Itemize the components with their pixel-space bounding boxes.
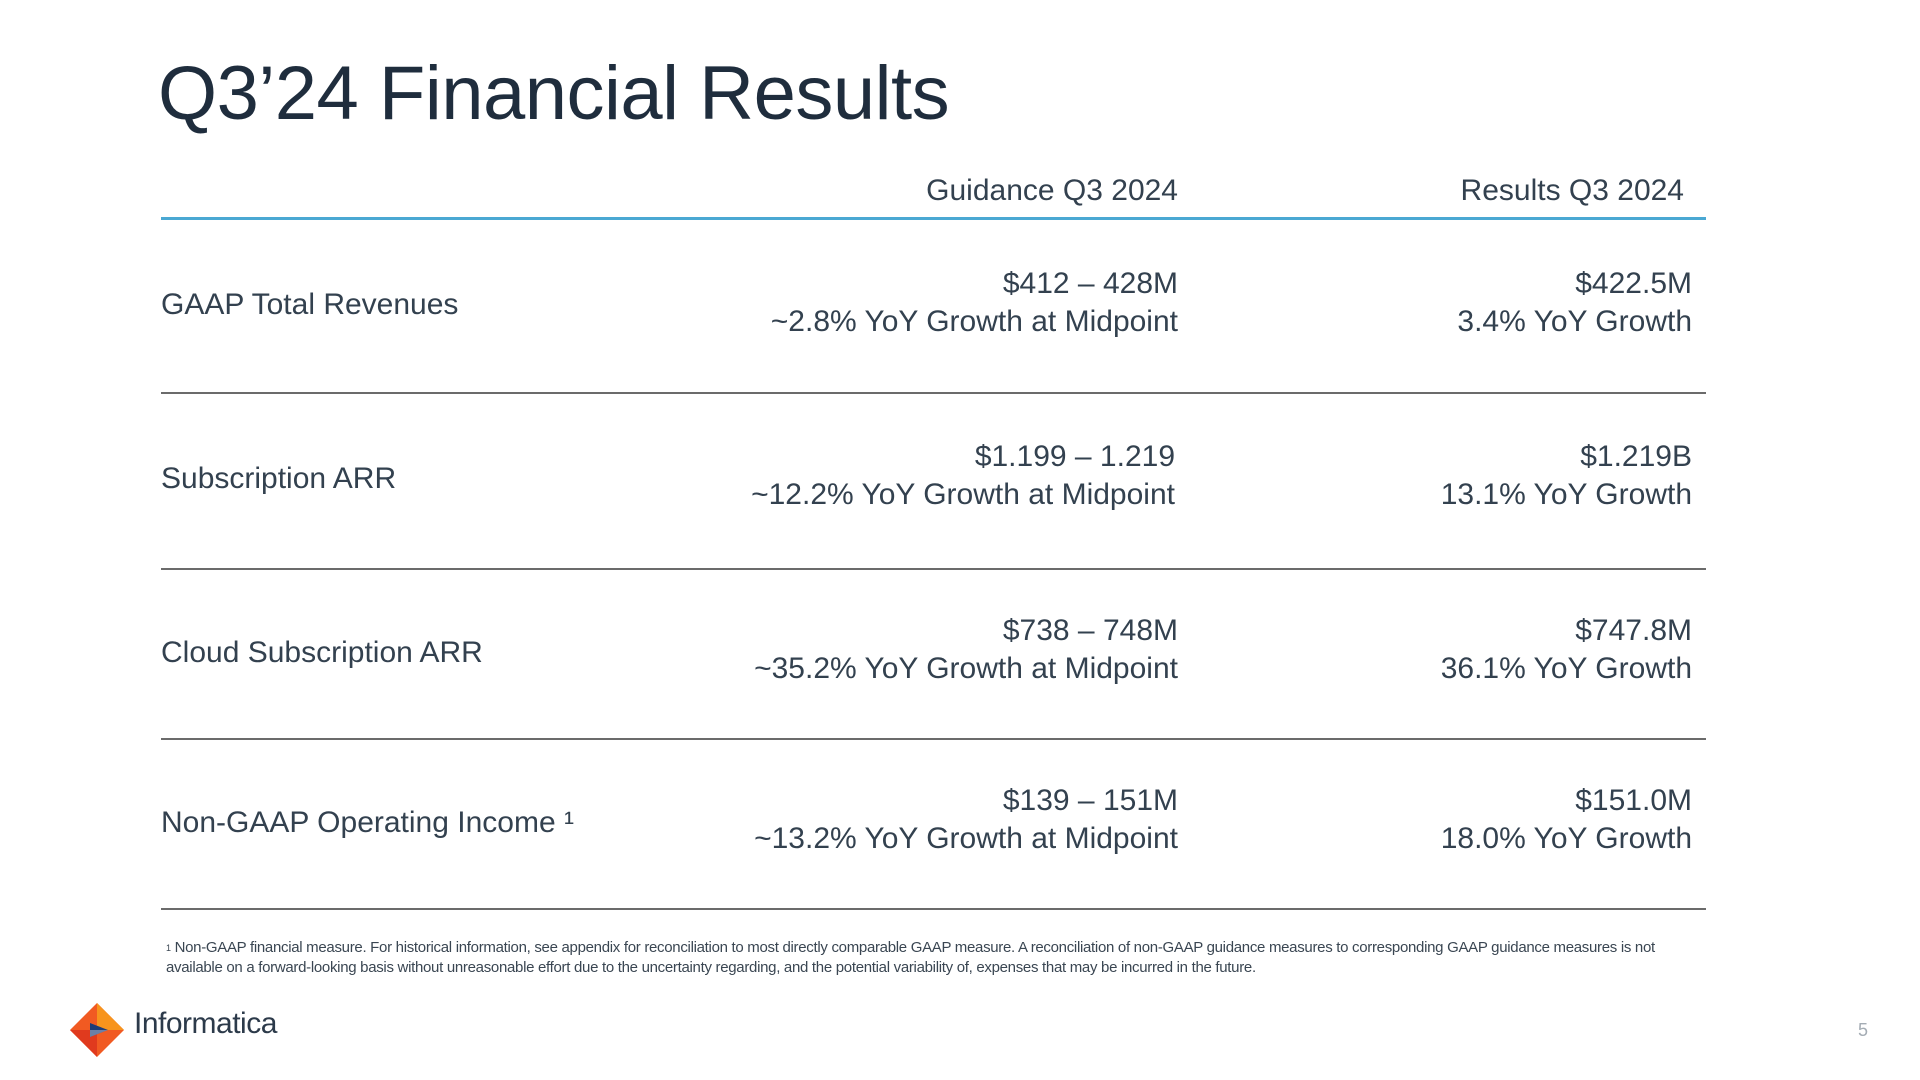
guidance-value: $412 – 428M [1002, 267, 1178, 300]
result-value: $1.219B [1580, 440, 1692, 473]
guidance-growth: ~2.8% YoY Growth at Midpoint [770, 305, 1178, 338]
guidance-cell: $1.199 – 1.219 ~12.2% YoY Growth at Midp… [751, 438, 1175, 514]
informatica-logo: Informatica [68, 1000, 277, 1060]
result-cell: $1.219B 13.1% YoY Growth [1441, 438, 1692, 514]
result-value: $747.8M [1575, 614, 1692, 647]
result-value: $151.0M [1575, 784, 1692, 817]
informatica-diamond-icon [70, 1003, 124, 1057]
footnote-text: Non-GAAP financial measure. For historic… [166, 939, 1655, 976]
column-header-guidance: Guidance Q3 2024 [926, 174, 1178, 207]
metric-label: Non-GAAP Operating Income ¹ [161, 806, 574, 839]
result-value: $422.5M [1575, 267, 1692, 300]
page-number: 5 [1857, 1020, 1868, 1040]
guidance-cell: $139 – 151M ~13.2% YoY Growth at Midpoin… [754, 782, 1178, 858]
metric-label: Subscription ARR [161, 462, 397, 495]
guidance-cell: $412 – 428M ~2.8% YoY Growth at Midpoint [771, 265, 1178, 341]
result-cell: $422.5M 3.4% YoY Growth [1457, 265, 1692, 341]
table-row: Non-GAAP Operating Income ¹ $139 – 151M … [161, 740, 1706, 910]
result-growth: 3.4% YoY Growth [1457, 305, 1692, 338]
table-row: Cloud Subscription ARR $738 – 748M ~35.2… [161, 570, 1706, 740]
guidance-value: $738 – 748M [1002, 614, 1178, 647]
guidance-growth: ~35.2% YoY Growth at Midpoint [754, 652, 1178, 685]
results-table: Guidance Q3 2024 Results Q3 2024 GAAP To… [161, 170, 1706, 910]
result-growth: 36.1% YoY Growth [1440, 652, 1692, 685]
table-row: GAAP Total Revenues $412 – 428M ~2.8% Yo… [161, 220, 1706, 394]
guidance-cell: $738 – 748M ~35.2% YoY Growth at Midpoin… [754, 612, 1178, 688]
footnote: 1 Non-GAAP financial measure. For histor… [166, 938, 1696, 978]
column-header-results: Results Q3 2024 [1460, 174, 1684, 207]
table-row: Subscription ARR $1.199 – 1.219 ~12.2% Y… [161, 394, 1706, 570]
result-growth: 13.1% YoY Growth [1440, 478, 1692, 511]
guidance-growth: ~13.2% YoY Growth at Midpoint [754, 822, 1178, 855]
table-header-row: Guidance Q3 2024 Results Q3 2024 [161, 170, 1706, 220]
brand-name: Informatica [134, 1007, 277, 1040]
guidance-value: $1.199 – 1.219 [974, 440, 1175, 473]
guidance-growth: ~12.2% YoY Growth at Midpoint [751, 478, 1175, 511]
page-title: Q3’24 Financial Results [158, 51, 950, 136]
metric-label: GAAP Total Revenues [161, 288, 459, 321]
footnote-marker: 1 [166, 943, 171, 953]
result-cell: $747.8M 36.1% YoY Growth [1441, 612, 1692, 688]
result-cell: $151.0M 18.0% YoY Growth [1441, 782, 1692, 858]
result-growth: 18.0% YoY Growth [1440, 822, 1692, 855]
guidance-value: $139 – 151M [1002, 784, 1178, 817]
metric-label: Cloud Subscription ARR [161, 636, 483, 669]
